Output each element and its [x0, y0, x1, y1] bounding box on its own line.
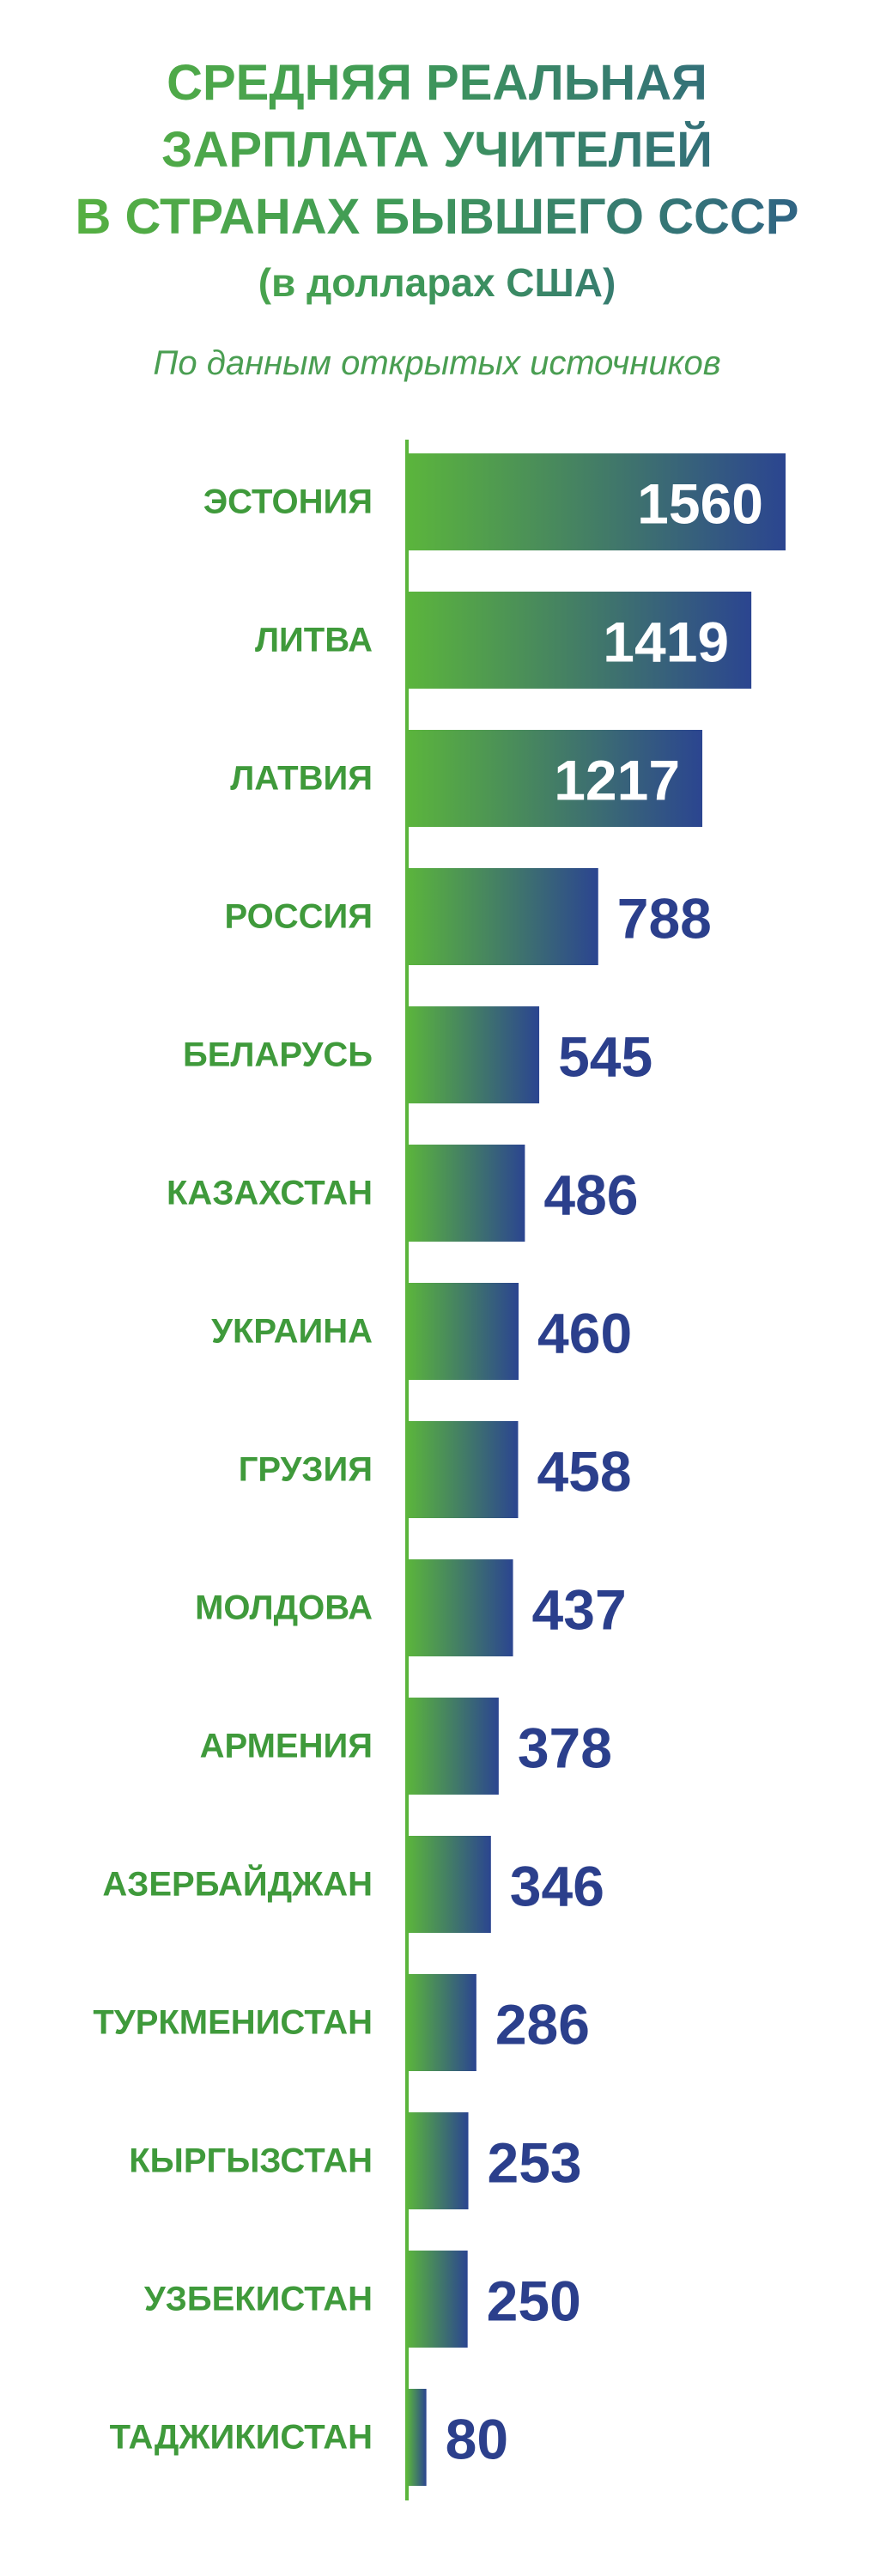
category-label: УКРАИНА	[211, 1313, 373, 1351]
category-label: ГРУЗИЯ	[239, 1451, 373, 1489]
subtitle-source: По данным открытых источников	[153, 344, 721, 382]
category-label: АЗЕРБАЙДЖАН	[102, 1864, 373, 1904]
bar	[407, 2251, 468, 2348]
value-label: 437	[532, 1578, 627, 1642]
category-label: БЕЛАРУСЬ	[183, 1036, 373, 1074]
category-label: УЗБЕКИСТАН	[144, 2281, 373, 2318]
bar	[407, 1006, 540, 1103]
category-label: ЭСТОНИЯ	[203, 483, 373, 521]
bar	[407, 592, 752, 689]
value-label: 458	[537, 1440, 631, 1504]
category-label: КЫРГЫЗСТАН	[129, 2142, 373, 2180]
title-line-4-units: (в долларах США)	[0, 258, 874, 307]
value-label: 788	[617, 887, 712, 951]
category-label: ЛИТВА	[255, 622, 373, 659]
bar	[407, 868, 598, 965]
bar	[407, 1559, 513, 1656]
value-label: 460	[537, 1302, 632, 1365]
title-line-2: ЗАРПЛАТА УЧИТЕЛЕЙ	[0, 120, 874, 180]
bar	[407, 1836, 491, 1933]
bar	[407, 1145, 525, 1242]
bar	[407, 730, 703, 827]
bar	[407, 2112, 469, 2209]
category-label: АРМЕНИЯ	[200, 1728, 373, 1765]
value-label: 378	[518, 1716, 612, 1780]
category-label: МОЛДОВА	[195, 1589, 373, 1627]
bar	[407, 1421, 519, 1518]
value-label: 545	[558, 1025, 652, 1089]
bar	[407, 1283, 519, 1380]
category-label: КАЗАХСТАН	[167, 1175, 373, 1212]
value-label: 80	[446, 2408, 508, 2471]
value-label: 486	[543, 1163, 638, 1227]
value-label: 1217	[554, 749, 680, 812]
bar	[407, 2389, 427, 2486]
title-line-3: В СТРАНАХ БЫВШЕГО СССР	[0, 187, 874, 247]
value-label: 253	[488, 2131, 582, 2195]
category-label: ТУРКМЕНИСТАН	[93, 2004, 373, 2042]
value-label: 1419	[603, 611, 729, 674]
bar	[407, 1698, 499, 1795]
value-label: 286	[495, 1993, 590, 2057]
value-label: 250	[487, 2269, 581, 2333]
value-label: 1560	[637, 472, 763, 536]
title-line-1: СРЕДНЯЯ РЕАЛЬНАЯ	[0, 53, 874, 113]
category-label: РОССИЯ	[224, 898, 373, 936]
value-label: 346	[510, 1855, 604, 1918]
category-label: ТАДЖИКИСТАН	[110, 2419, 373, 2457]
bar	[407, 453, 786, 550]
category-label: ЛАТВИЯ	[230, 760, 373, 798]
bar	[407, 1974, 476, 2071]
